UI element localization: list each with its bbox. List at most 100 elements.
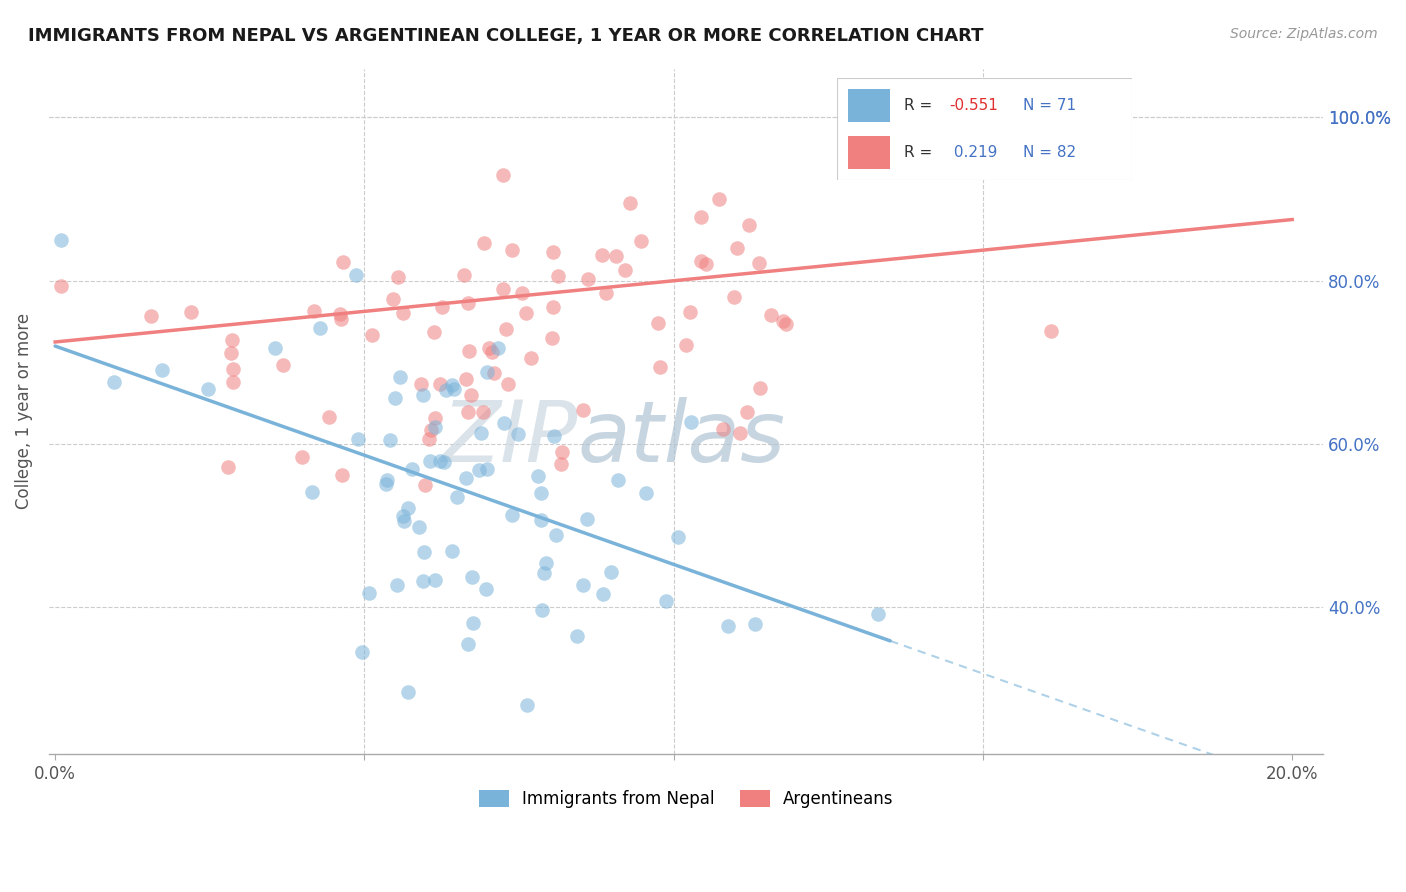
Point xyxy=(385,578,408,592)
Point xyxy=(695,257,717,271)
Point xyxy=(728,425,751,440)
Point xyxy=(423,325,446,339)
Point xyxy=(318,410,340,425)
Point xyxy=(423,420,446,434)
Point xyxy=(744,617,766,632)
Point xyxy=(717,619,740,633)
Point xyxy=(759,308,782,322)
Point xyxy=(880,111,903,125)
Point xyxy=(380,433,402,447)
Point xyxy=(180,305,202,319)
Point xyxy=(475,462,498,476)
Point xyxy=(666,530,689,544)
Point xyxy=(543,428,565,442)
Point xyxy=(547,269,569,284)
Point xyxy=(866,607,889,622)
Point xyxy=(475,365,498,379)
Point xyxy=(103,375,125,389)
Point xyxy=(630,234,652,248)
Point xyxy=(418,432,440,446)
Point xyxy=(530,485,553,500)
Point xyxy=(429,454,451,468)
Point xyxy=(614,263,637,277)
Point xyxy=(527,469,550,483)
Point xyxy=(572,578,595,592)
Point xyxy=(460,388,482,402)
Point xyxy=(308,321,330,335)
Point xyxy=(420,423,443,437)
Text: R =: R = xyxy=(904,98,938,112)
Point xyxy=(605,249,627,263)
Point xyxy=(330,468,353,483)
Point xyxy=(544,527,567,541)
Point xyxy=(471,405,494,419)
Point xyxy=(219,346,242,360)
Point xyxy=(375,473,398,487)
Point xyxy=(543,300,565,314)
Point xyxy=(655,594,678,608)
Point xyxy=(419,454,441,468)
Point xyxy=(492,417,515,431)
Point xyxy=(486,341,509,355)
Point xyxy=(576,271,599,285)
Text: N = 71: N = 71 xyxy=(1022,98,1076,112)
Point xyxy=(221,334,243,348)
Point xyxy=(713,422,735,436)
Point xyxy=(495,322,517,336)
Point xyxy=(454,372,477,386)
Point xyxy=(302,303,325,318)
Point xyxy=(541,331,564,345)
Point xyxy=(453,268,475,283)
FancyBboxPatch shape xyxy=(837,78,1132,180)
Point xyxy=(516,698,538,713)
Point xyxy=(725,241,748,255)
Point xyxy=(478,341,501,355)
Point xyxy=(675,338,697,352)
Point xyxy=(329,307,352,321)
Point xyxy=(551,444,574,458)
Point xyxy=(506,426,529,441)
Point xyxy=(344,268,367,282)
Point xyxy=(412,574,434,589)
Point xyxy=(1040,324,1063,338)
Point xyxy=(51,233,73,247)
Point xyxy=(599,566,621,580)
Point xyxy=(491,282,513,296)
Point xyxy=(217,460,239,475)
Text: IMMIGRANTS FROM NEPAL VS ARGENTINEAN COLLEGE, 1 YEAR OR MORE CORRELATION CHART: IMMIGRANTS FROM NEPAL VS ARGENTINEAN COL… xyxy=(28,27,984,45)
Point xyxy=(413,544,436,558)
Text: atlas: atlas xyxy=(578,397,786,480)
Point xyxy=(541,245,564,260)
Point xyxy=(434,383,457,397)
Point xyxy=(412,387,434,401)
Point xyxy=(498,376,520,391)
Point xyxy=(51,279,73,293)
Text: N = 82: N = 82 xyxy=(1022,145,1076,160)
Point xyxy=(520,351,543,366)
Point xyxy=(387,270,409,285)
Point xyxy=(347,432,370,446)
Point xyxy=(271,358,294,372)
Point xyxy=(457,296,479,310)
Point xyxy=(515,305,537,319)
Point xyxy=(429,377,451,392)
Point xyxy=(531,603,554,617)
Point xyxy=(634,486,657,500)
Point xyxy=(481,345,503,359)
Point xyxy=(550,457,572,471)
Point xyxy=(413,478,436,492)
Point xyxy=(440,377,463,392)
Point xyxy=(572,403,595,417)
Point xyxy=(567,629,589,643)
Point xyxy=(689,210,711,224)
Point xyxy=(501,243,523,257)
Point xyxy=(723,290,745,304)
Point xyxy=(391,306,413,320)
Legend: Immigrants from Nepal, Argentineans: Immigrants from Nepal, Argentineans xyxy=(472,783,900,814)
Point xyxy=(707,192,730,206)
Point xyxy=(396,685,419,699)
Point xyxy=(423,573,446,587)
Text: ZIP: ZIP xyxy=(441,397,578,480)
Point xyxy=(197,382,219,396)
Point xyxy=(501,508,523,522)
